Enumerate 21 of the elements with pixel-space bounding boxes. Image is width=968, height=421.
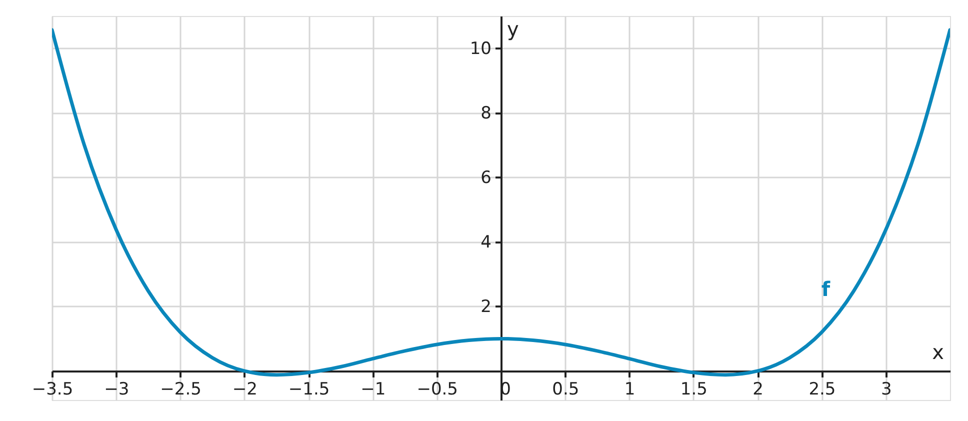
x-tick-label: −2.5 — [160, 379, 202, 400]
x-tick-label: −2 — [232, 379, 258, 400]
x-tick-label: −3.5 — [32, 379, 74, 400]
x-tick-label: 0.5 — [552, 379, 580, 400]
y-tick-label: 8 — [480, 103, 492, 124]
x-tick-label: 3 — [880, 379, 892, 400]
x-tick-label: −0.5 — [416, 379, 458, 400]
x-tick-label: −1.5 — [288, 379, 330, 400]
y-axis-title: y — [507, 17, 519, 41]
series-label: f — [821, 277, 830, 302]
x-tick-label: 2 — [752, 379, 764, 400]
x-tick-label: −3 — [104, 379, 130, 400]
y-tick-label: 6 — [480, 168, 492, 188]
x-tick-label: −1 — [360, 379, 386, 400]
x-tick-label: 2.5 — [808, 379, 836, 400]
y-tick-label: 10 — [470, 38, 492, 59]
y-tick-label: 4 — [480, 232, 492, 252]
x-tick-label: 1.5 — [680, 379, 708, 400]
x-tick-label: 1 — [624, 379, 636, 400]
x-axis-title: x — [932, 340, 944, 364]
y-tick-label: 2 — [480, 296, 492, 317]
